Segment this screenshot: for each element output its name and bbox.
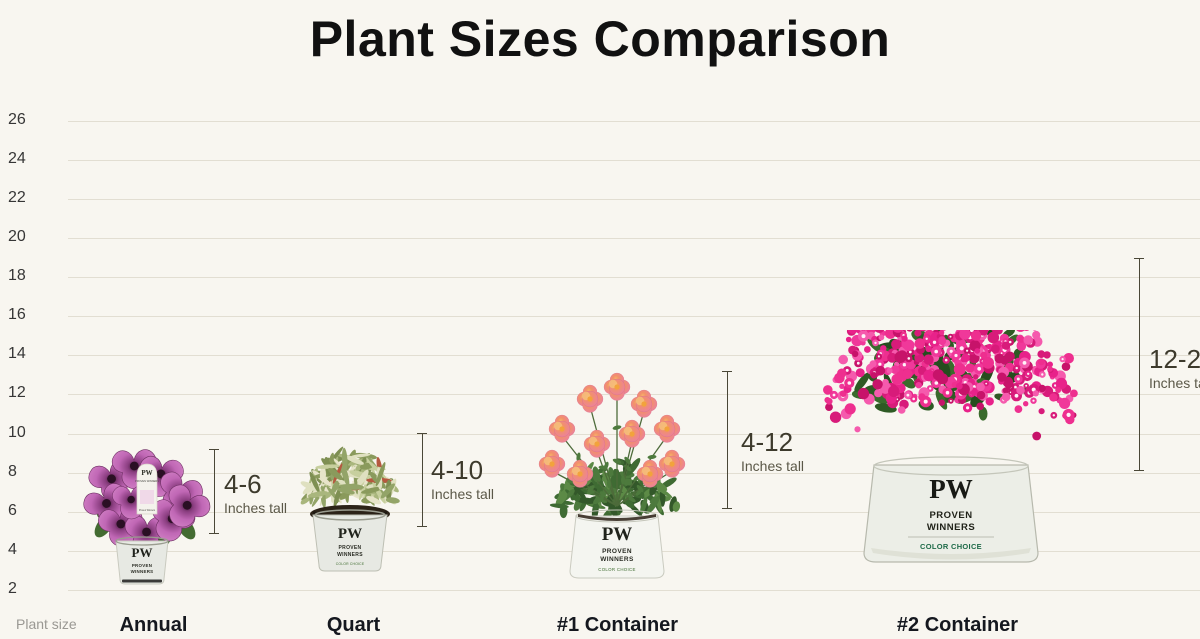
- svg-text:PW: PW: [602, 524, 633, 545]
- svg-text:COLOR CHOICE: COLOR CHOICE: [336, 562, 365, 566]
- svg-text:COLOR CHOICE: COLOR CHOICE: [598, 567, 636, 572]
- svg-text:WINNERS: WINNERS: [131, 569, 154, 574]
- svg-text:WINNERS: WINNERS: [927, 522, 975, 533]
- svg-text:COLOR CHOICE: COLOR CHOICE: [920, 542, 982, 551]
- svg-text:PW: PW: [132, 545, 153, 560]
- svg-text:Proven Winners: Proven Winners: [139, 509, 156, 512]
- svg-text:WINNERS: WINNERS: [337, 552, 363, 558]
- svg-text:PROVEN: PROVEN: [339, 545, 362, 551]
- svg-text:WINNERS: WINNERS: [600, 556, 634, 563]
- svg-text:PW: PW: [141, 469, 152, 477]
- svg-text:PROVEN: PROVEN: [132, 563, 152, 568]
- svg-text:PROVEN: PROVEN: [929, 510, 972, 521]
- svg-text:PROVEN WINNERS: PROVEN WINNERS: [135, 479, 159, 483]
- svg-text:PW: PW: [338, 526, 362, 542]
- svg-text:PW: PW: [929, 474, 973, 504]
- svg-text:PROVEN: PROVEN: [602, 548, 632, 555]
